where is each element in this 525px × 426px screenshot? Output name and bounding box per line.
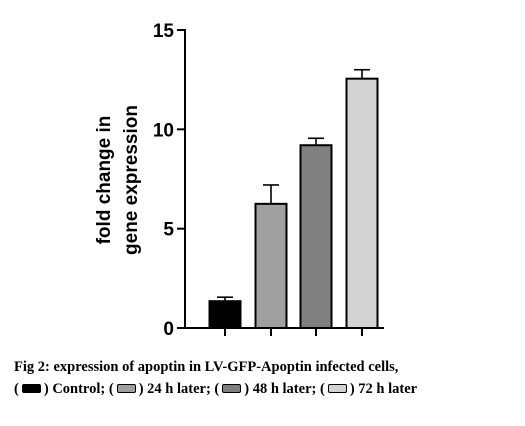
y-tick-label-15: 15 [153, 21, 175, 42]
bar-24h [254, 202, 288, 329]
legend-swatch-24h [116, 384, 136, 394]
bar-72h [345, 77, 379, 329]
error-bars [217, 68, 370, 302]
y-axis-title: fold change in gene expression [94, 105, 142, 255]
figure-caption: Fig 2: expression of apoptin in LV-GFP-A… [14, 356, 519, 400]
bar-48h [299, 144, 333, 329]
bar-chart: fold change in gene expression 0 5 10 15 [94, 21, 384, 340]
legend-label-24h: 24 h later; [147, 381, 211, 397]
legend-swatch-72h [327, 384, 347, 394]
legend-swatch-control [21, 384, 41, 394]
legend-label-control: Control; [52, 381, 106, 397]
legend-swatch-48h [222, 384, 242, 394]
x-axis [185, 327, 384, 336]
bars [208, 77, 379, 329]
y-axis: 0 5 10 15 [153, 21, 186, 340]
y-tick-label-10: 10 [153, 120, 174, 141]
y-axis-title-line2: gene expression [121, 105, 142, 255]
y-tick-label-5: 5 [163, 220, 174, 241]
bar-control [208, 300, 242, 329]
legend-label-48h: 48 h later; [252, 381, 317, 397]
y-axis-title-line1: fold change in [94, 116, 115, 245]
caption-legend: () Control; () 24 h later; () 48 h later… [14, 381, 418, 397]
y-tick-label-0: 0 [163, 319, 174, 340]
legend-label-72h: 72 h later [358, 381, 418, 397]
caption-title: Fig 2: expression of apoptin in LV-GFP-A… [14, 359, 399, 375]
